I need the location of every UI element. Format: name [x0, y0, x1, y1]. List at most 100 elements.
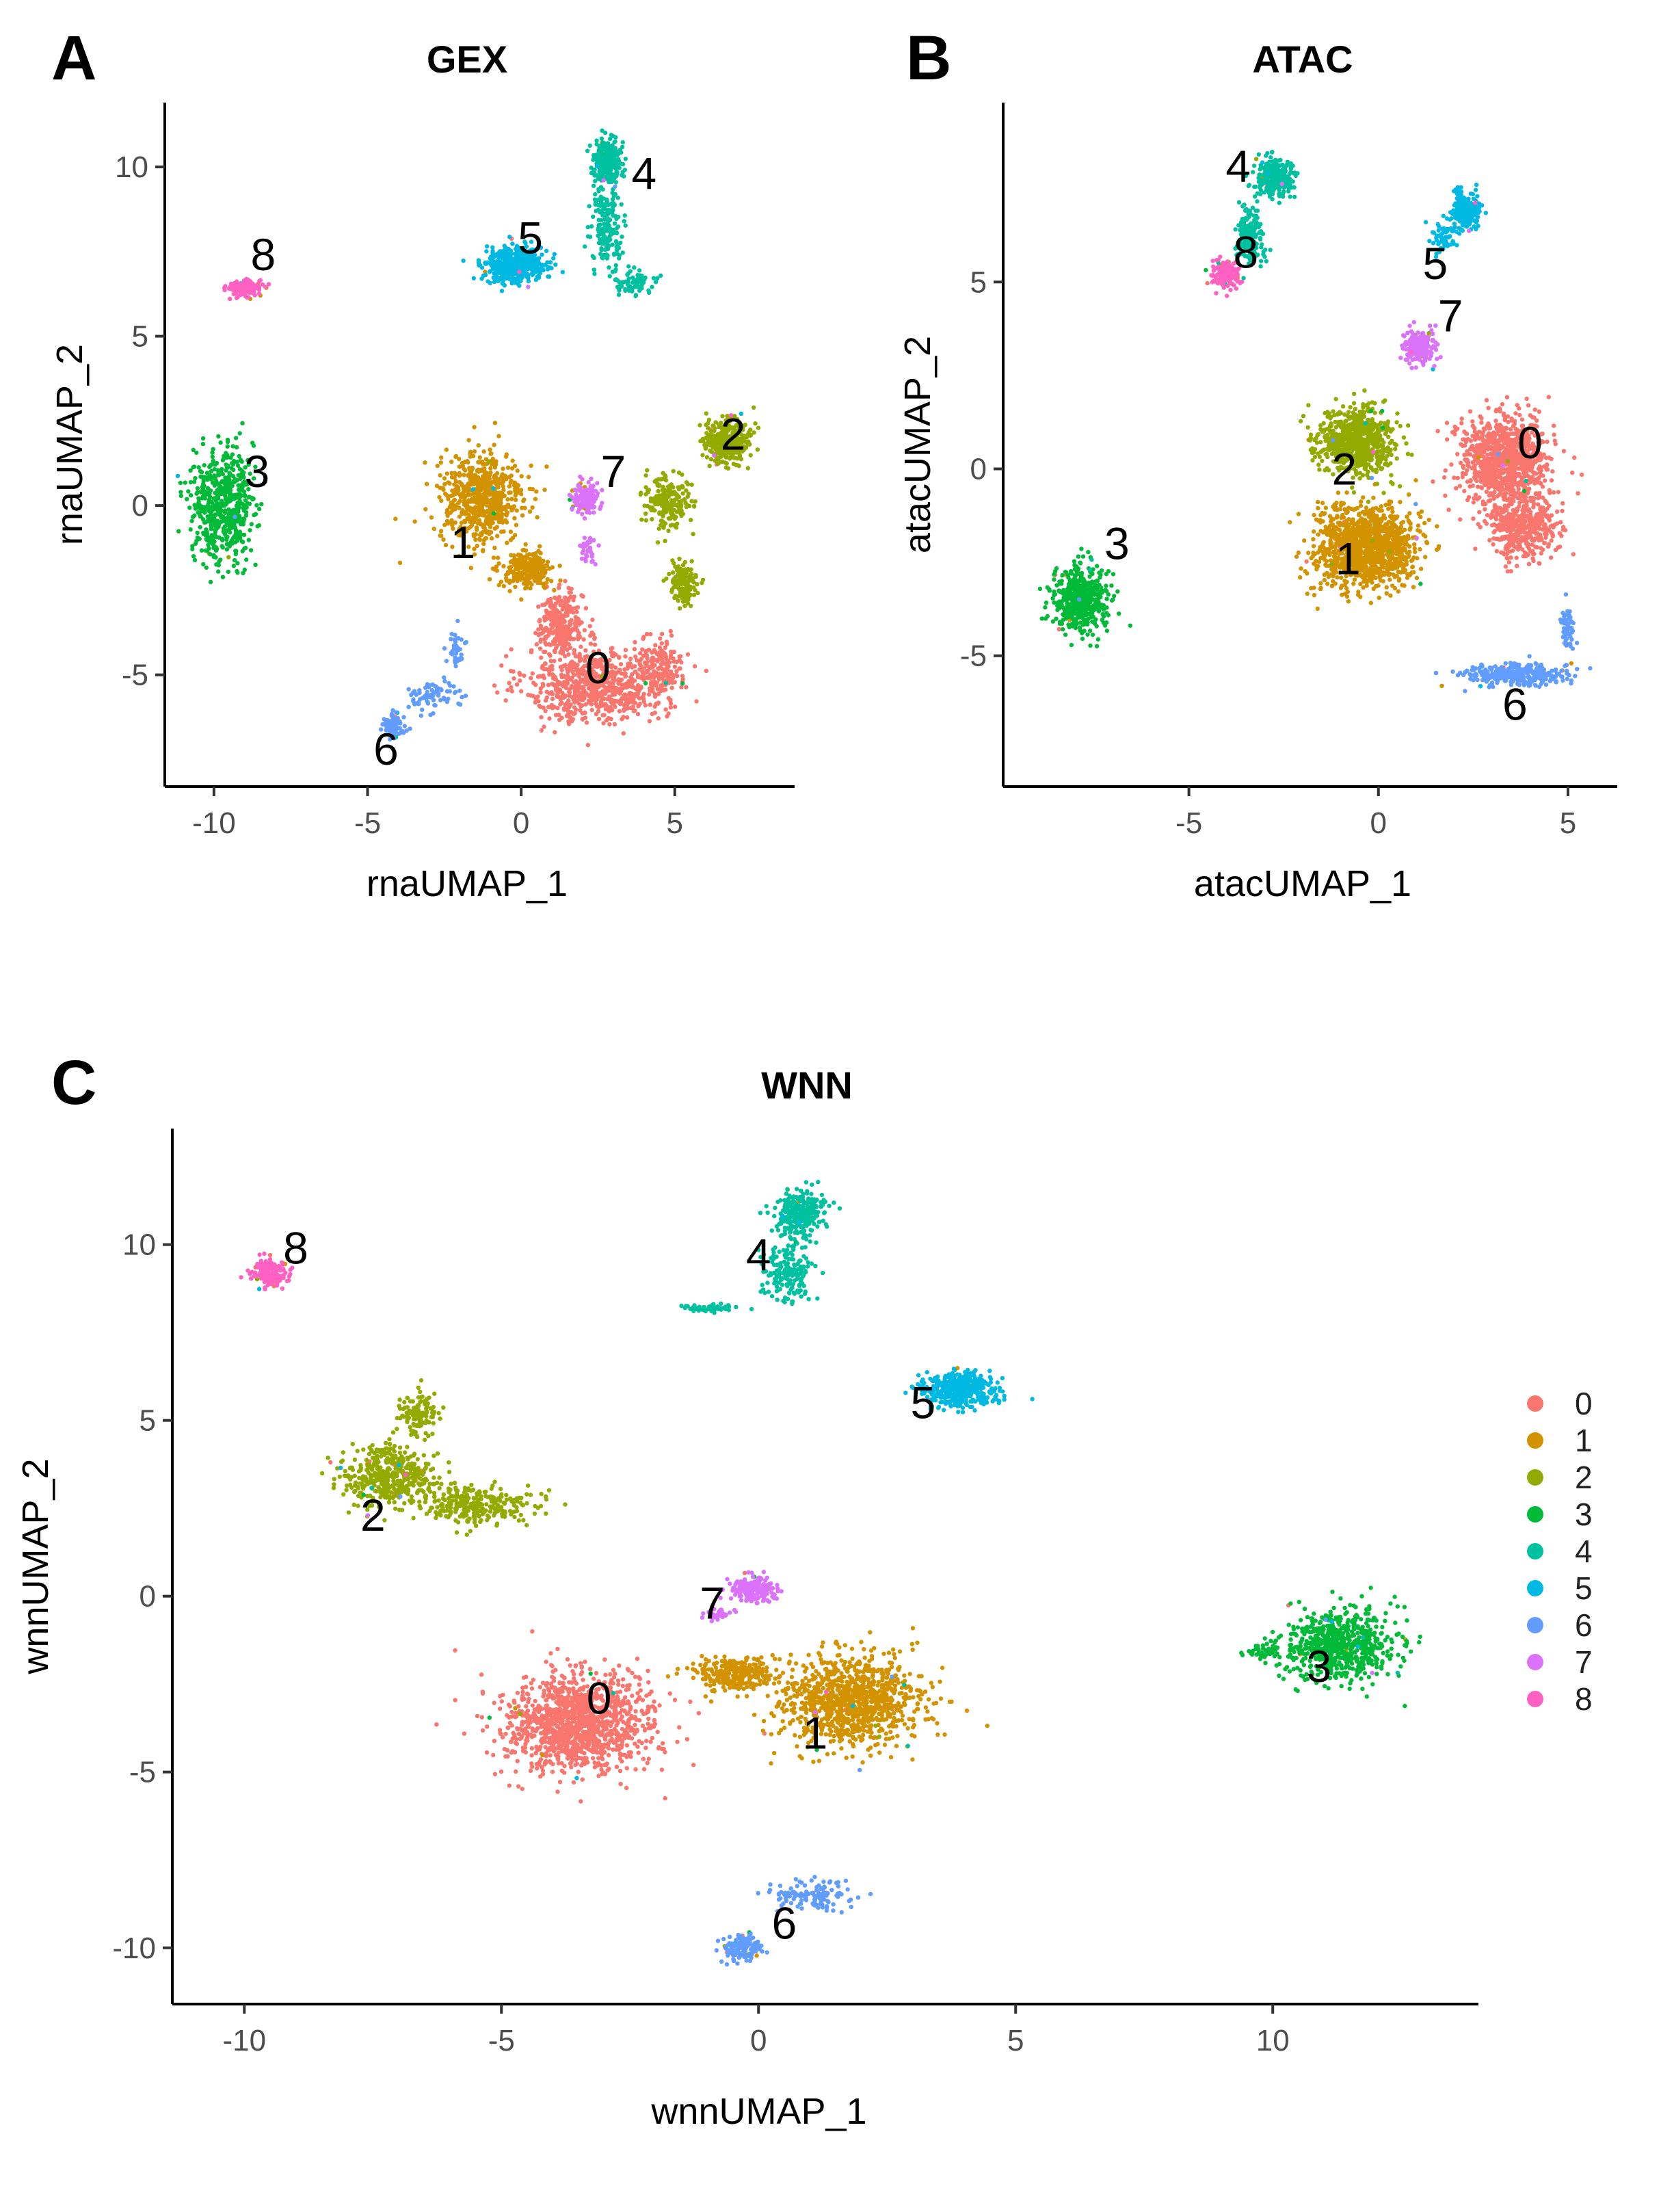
- point: [745, 466, 751, 471]
- point: [643, 703, 648, 708]
- point: [508, 529, 514, 534]
- point: [650, 517, 654, 522]
- point: [538, 639, 543, 644]
- point: [239, 488, 245, 492]
- point: [550, 565, 555, 570]
- point: [613, 146, 617, 150]
- point: [526, 285, 531, 289]
- point: [579, 695, 583, 700]
- point: [588, 550, 593, 555]
- point: [547, 274, 552, 279]
- point: [486, 529, 492, 534]
- point: [646, 288, 651, 293]
- cluster-0-points: [223, 168, 719, 748]
- point: [581, 637, 586, 642]
- point: [658, 665, 663, 670]
- point: [453, 454, 458, 460]
- point: [620, 144, 625, 149]
- point: [397, 560, 403, 565]
- point: [583, 556, 588, 561]
- point: [676, 487, 682, 492]
- point: [227, 492, 232, 497]
- point: [556, 585, 561, 590]
- point: [508, 480, 514, 485]
- point: [496, 254, 502, 259]
- point: [661, 486, 665, 490]
- point: [589, 224, 594, 229]
- point: [550, 681, 555, 686]
- point: [411, 697, 416, 702]
- point: [230, 444, 235, 449]
- point: [677, 606, 682, 611]
- point: [198, 525, 202, 529]
- point: [544, 248, 549, 253]
- point: [602, 248, 607, 252]
- point: [585, 664, 590, 669]
- point: [183, 480, 187, 485]
- point: [233, 531, 238, 537]
- point: [610, 242, 615, 247]
- point: [547, 652, 552, 657]
- point: [574, 609, 579, 614]
- point: [633, 293, 639, 298]
- point: [479, 276, 484, 281]
- point: [558, 578, 563, 583]
- point: [484, 521, 489, 526]
- point: [645, 656, 650, 661]
- point: [196, 465, 201, 470]
- point: [248, 528, 252, 533]
- point: [592, 153, 596, 158]
- point: [593, 676, 598, 681]
- point: [491, 486, 496, 491]
- point: [607, 694, 612, 699]
- point: [555, 644, 559, 648]
- point: [659, 631, 665, 637]
- point: [213, 546, 218, 551]
- point: [607, 274, 612, 278]
- point: [656, 716, 661, 721]
- point: [557, 564, 562, 568]
- point: [456, 701, 461, 706]
- point: [680, 562, 686, 568]
- point: [508, 559, 514, 564]
- point: [684, 488, 689, 493]
- point: [457, 464, 462, 469]
- point: [600, 501, 604, 505]
- point: [592, 649, 596, 654]
- point: [519, 689, 524, 694]
- point: [580, 512, 585, 516]
- point: [630, 705, 635, 710]
- point: [698, 423, 702, 427]
- point: [512, 676, 516, 681]
- point: [566, 698, 571, 703]
- point: [192, 503, 197, 508]
- point: [220, 575, 226, 579]
- point: [669, 589, 674, 594]
- point: [626, 264, 631, 269]
- point: [603, 702, 608, 707]
- point: [544, 634, 549, 639]
- point: [587, 204, 592, 209]
- point: [466, 485, 471, 490]
- point: [562, 682, 567, 687]
- point: [581, 503, 586, 508]
- point: [248, 285, 253, 290]
- point: [235, 293, 241, 299]
- point: [582, 496, 587, 501]
- point: [471, 276, 476, 280]
- point: [626, 700, 631, 705]
- point: [563, 595, 568, 600]
- point: [197, 536, 202, 541]
- point: [536, 268, 541, 273]
- point: [613, 184, 617, 189]
- point: [674, 669, 679, 674]
- point: [505, 540, 509, 545]
- point: [685, 652, 691, 657]
- point: [522, 673, 527, 678]
- point: [575, 662, 580, 668]
- point: [535, 515, 540, 520]
- point: [568, 645, 573, 650]
- point: [539, 715, 544, 720]
- point: [685, 482, 691, 487]
- point: [423, 460, 427, 465]
